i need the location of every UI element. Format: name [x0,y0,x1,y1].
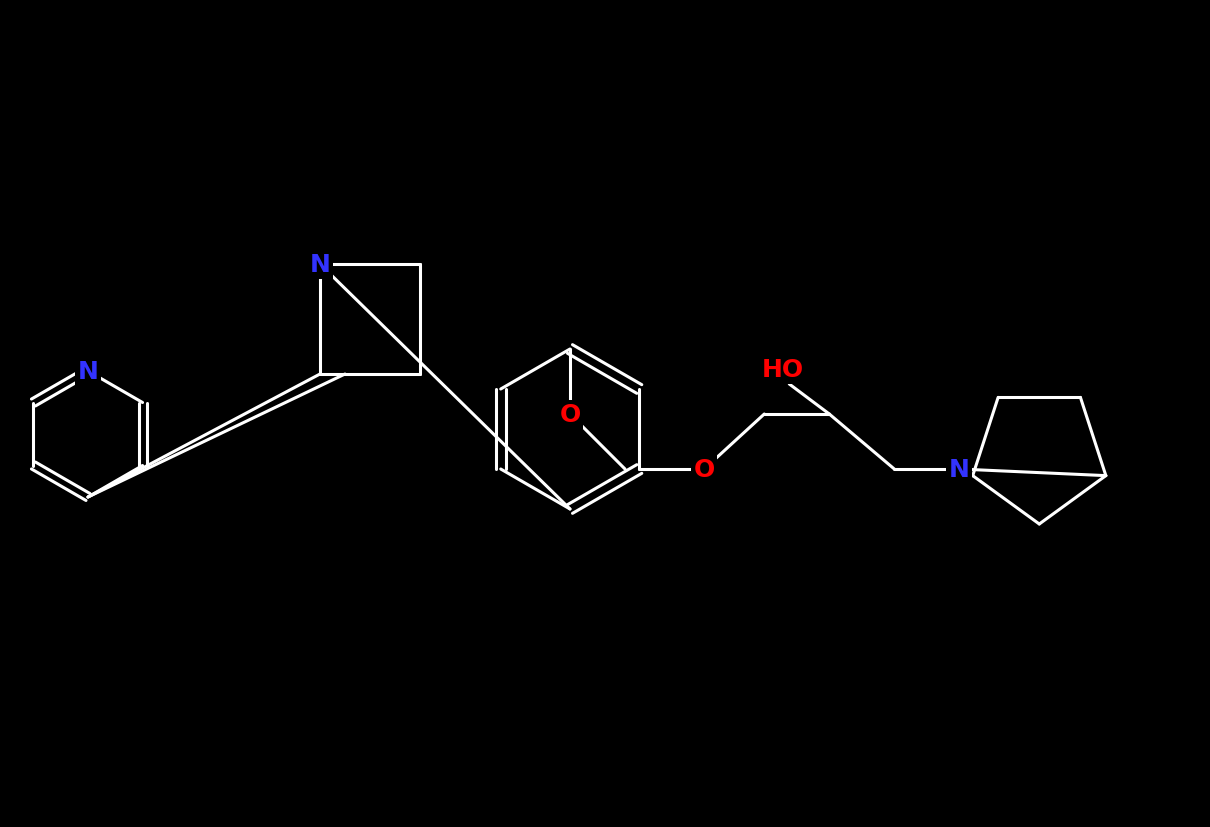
Text: N: N [77,360,98,384]
Text: N: N [310,253,330,277]
Text: O: O [693,457,715,481]
Text: N: N [949,457,969,481]
Text: HO: HO [762,357,805,381]
Text: O: O [559,403,581,427]
